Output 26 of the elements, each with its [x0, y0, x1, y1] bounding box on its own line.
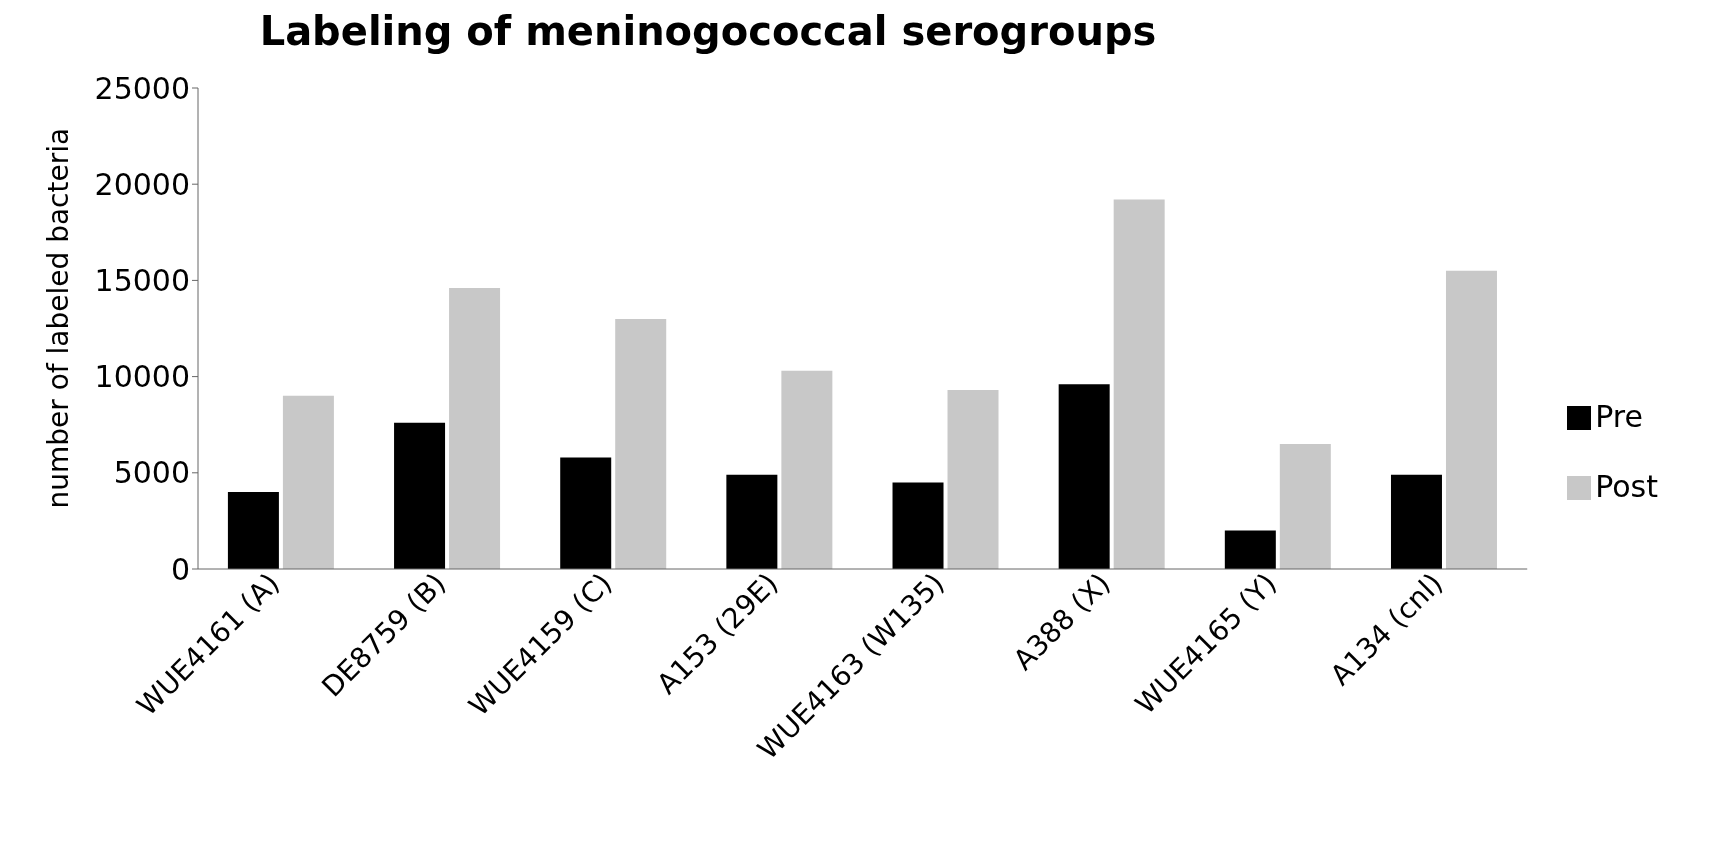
y-tick-label: 20000: [94, 166, 190, 202]
bar: [560, 457, 612, 569]
bar: [394, 422, 446, 569]
bar: [615, 318, 667, 569]
bar: [282, 395, 334, 569]
bar: [449, 288, 501, 569]
legend-label: Post: [1595, 468, 1658, 504]
bar: [892, 482, 944, 569]
legend-label: Pre: [1595, 398, 1643, 434]
bar: [227, 492, 279, 569]
bar: [726, 474, 778, 569]
bar: [1390, 474, 1442, 569]
y-tick-label: 10000: [94, 359, 190, 395]
bar: [947, 390, 999, 569]
y-tick-label: 25000: [94, 70, 190, 106]
bar: [1113, 199, 1165, 569]
y-axis-title: number of labeled bacteria: [41, 127, 75, 509]
y-tick-label: 0: [170, 551, 190, 587]
bar: [781, 370, 833, 569]
y-tick-label: 15000: [94, 263, 190, 299]
y-tick-label: 5000: [113, 455, 190, 491]
bar: [1058, 384, 1110, 569]
bar: [1445, 270, 1497, 569]
bar: [1224, 530, 1276, 569]
chart-title: Labeling of meninogococcal serogroups: [258, 8, 1158, 56]
bar: [1279, 443, 1331, 569]
